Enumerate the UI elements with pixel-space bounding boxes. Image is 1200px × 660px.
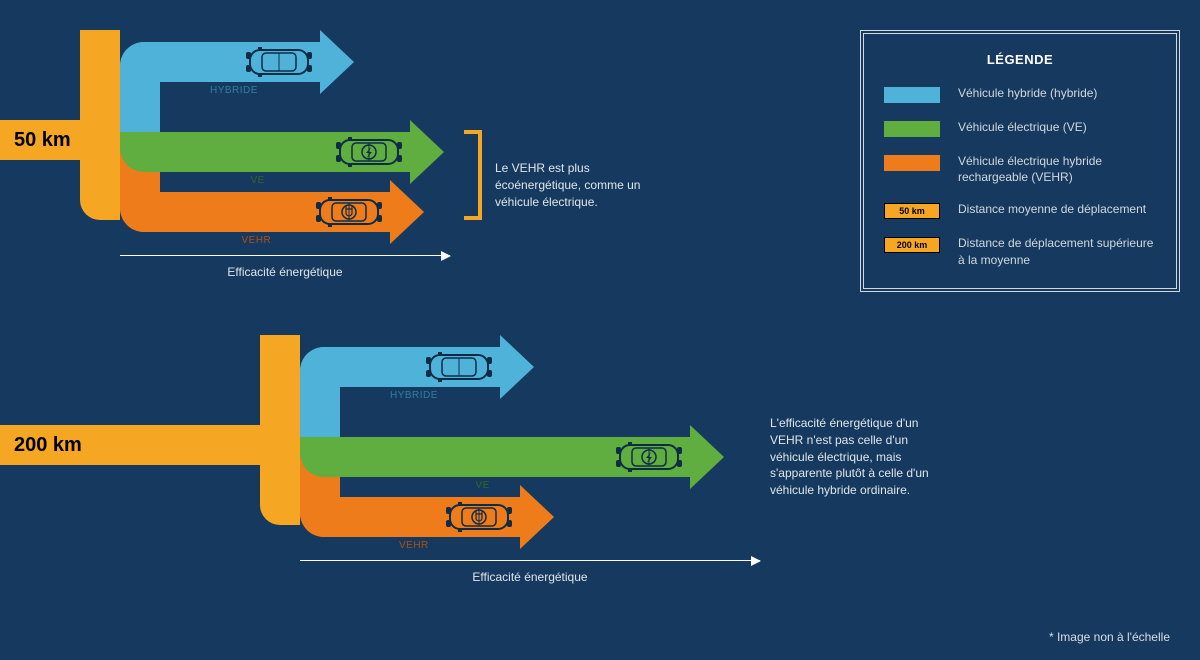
lane-ev: VE	[300, 425, 724, 489]
efficiency-axis	[300, 560, 760, 561]
source-connector	[80, 30, 120, 220]
lane-vehr: VEHR	[120, 180, 424, 244]
footnote: * Image non à l'échelle	[1049, 630, 1170, 644]
annotation-text: L'efficacité énergétique d'un VEHR n'est…	[770, 415, 940, 499]
source-connector	[260, 335, 300, 525]
legend-text-50km: Distance moyenne de déplacement	[958, 201, 1156, 217]
legend-item-ev: Véhicule électrique (VE)	[884, 119, 1156, 137]
efficiency-axis-label: Efficacité énergétique	[120, 265, 450, 279]
car-icon-hybrid	[244, 47, 314, 77]
lane-hybrid: HYBRIDE	[300, 335, 534, 399]
legend-item-50km: 50 km Distance moyenne de déplacement	[884, 201, 1156, 219]
annotation-text: Le VEHR est plus écoénergétique, comme u…	[495, 160, 665, 210]
swatch-hybrid	[884, 87, 940, 103]
lane-vehr: VEHR	[300, 485, 554, 549]
legend-title: LÉGENDE	[884, 52, 1156, 67]
distance-bar: 200 km	[0, 425, 300, 465]
annotation-bracket	[468, 130, 482, 220]
swatch-50km: 50 km	[884, 203, 940, 219]
legend-text-hybrid: Véhicule hybride (hybride)	[958, 85, 1156, 101]
legend-text-200km: Distance de déplacement supérieure à la …	[958, 235, 1156, 267]
legend-panel: LÉGENDE Véhicule hybride (hybride) Véhic…	[860, 30, 1180, 292]
legend-item-200km: 200 km Distance de déplacement supérieur…	[884, 235, 1156, 267]
swatch-200km: 200 km	[884, 237, 940, 253]
lane-ev: VE	[120, 120, 444, 184]
legend-item-hybrid: Véhicule hybride (hybride)	[884, 85, 1156, 103]
lane-hybrid: HYBRIDE	[120, 30, 354, 94]
car-icon-ev	[614, 442, 684, 472]
lane-label-hybrid: HYBRIDE	[390, 390, 438, 401]
lane-label-hybrid: HYBRIDE	[210, 85, 258, 96]
car-icon-vehr	[444, 502, 514, 532]
car-icon-vehr	[314, 197, 384, 227]
car-icon-ev	[334, 137, 404, 167]
efficiency-axis	[120, 255, 450, 256]
legend-text-ev: Véhicule électrique (VE)	[958, 119, 1156, 135]
lane-label-vehr: VEHR	[399, 540, 429, 551]
lane-label-vehr: VEHR	[242, 235, 272, 246]
car-icon-hybrid	[424, 352, 494, 382]
legend-text-vehr: Véhicule électrique hybride rechargeable…	[958, 153, 1156, 185]
legend-item-vehr: Véhicule électrique hybride rechargeable…	[884, 153, 1156, 185]
swatch-ev	[884, 121, 940, 137]
swatch-vehr	[884, 155, 940, 171]
efficiency-axis-label: Efficacité énergétique	[300, 570, 760, 584]
